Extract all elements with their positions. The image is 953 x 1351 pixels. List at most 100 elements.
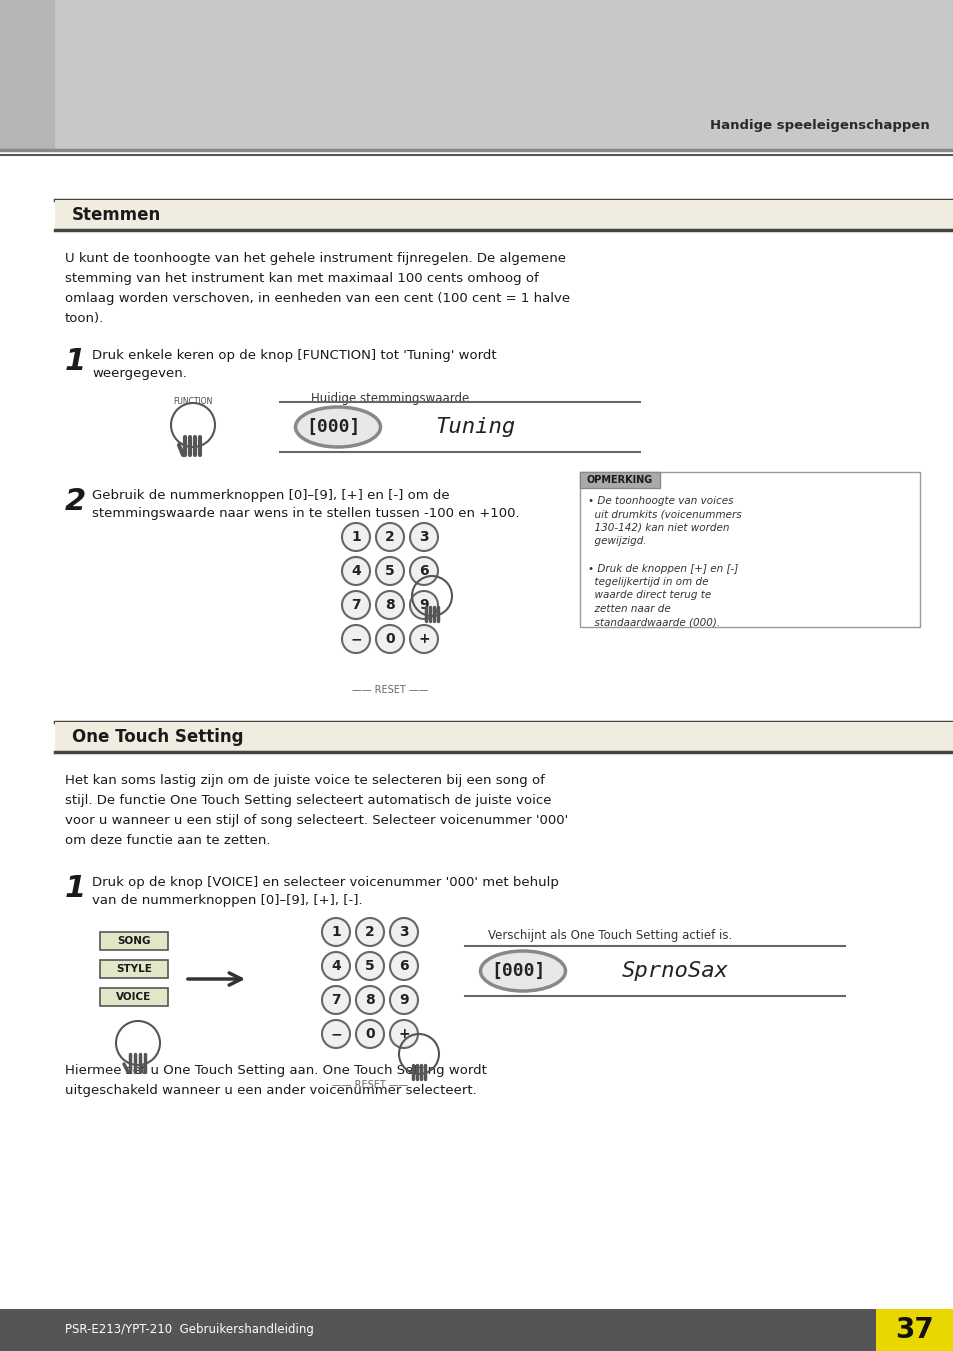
Circle shape xyxy=(322,1020,350,1048)
Text: PSR-E213/YPT-210  Gebruikershandleiding: PSR-E213/YPT-210 Gebruikershandleiding xyxy=(65,1324,314,1336)
Text: +: + xyxy=(417,632,430,646)
Text: 2: 2 xyxy=(365,925,375,939)
Circle shape xyxy=(355,1020,384,1048)
Text: 1: 1 xyxy=(331,925,340,939)
Text: 3: 3 xyxy=(398,925,409,939)
Text: SONG: SONG xyxy=(117,936,151,946)
Circle shape xyxy=(410,590,437,619)
Circle shape xyxy=(341,626,370,653)
Text: [000]: [000] xyxy=(490,962,544,979)
Text: van de nummerknoppen [0]–[9], [+], [-].: van de nummerknoppen [0]–[9], [+], [-]. xyxy=(91,894,362,907)
Text: 37: 37 xyxy=(895,1316,933,1344)
Text: Handige speeleigenschappen: Handige speeleigenschappen xyxy=(709,119,929,131)
Text: +: + xyxy=(397,1027,410,1042)
Text: −: − xyxy=(330,1027,341,1042)
Text: 1: 1 xyxy=(351,530,360,544)
Text: —— RESET ——: —— RESET —— xyxy=(352,685,428,694)
Text: 7: 7 xyxy=(351,598,360,612)
Circle shape xyxy=(322,952,350,979)
Circle shape xyxy=(390,952,417,979)
Bar xyxy=(0,1309,953,1351)
Text: 1: 1 xyxy=(65,347,86,376)
Text: 130-142) kan niet worden: 130-142) kan niet worden xyxy=(587,523,729,534)
Text: 4: 4 xyxy=(351,563,360,578)
Bar xyxy=(100,988,168,1006)
Circle shape xyxy=(410,523,437,551)
Text: zetten naar de: zetten naar de xyxy=(587,604,670,613)
Circle shape xyxy=(341,523,370,551)
Text: 6: 6 xyxy=(398,959,409,973)
Text: 2: 2 xyxy=(65,486,86,516)
Text: Het kan soms lastig zijn om de juiste voice te selecteren bij een song of
stijl.: Het kan soms lastig zijn om de juiste vo… xyxy=(65,774,568,847)
Text: Druk enkele keren op de knop [FUNCTION] tot 'Tuning' wordt: Druk enkele keren op de knop [FUNCTION] … xyxy=(91,349,497,362)
Bar xyxy=(0,0,953,150)
Text: • De toonhoogte van voices: • De toonhoogte van voices xyxy=(587,496,733,507)
Circle shape xyxy=(410,557,437,585)
Ellipse shape xyxy=(480,951,565,992)
Circle shape xyxy=(390,917,417,946)
Text: Druk op de knop [VOICE] en selecteer voicenummer '000' met behulp: Druk op de knop [VOICE] en selecteer voi… xyxy=(91,875,558,889)
Text: 0: 0 xyxy=(365,1027,375,1042)
Text: 4: 4 xyxy=(331,959,340,973)
Text: stemmingswaarde naar wens in te stellen tussen -100 en +100.: stemmingswaarde naar wens in te stellen … xyxy=(91,507,519,520)
Text: One Touch Setting: One Touch Setting xyxy=(71,728,243,746)
Circle shape xyxy=(322,986,350,1015)
Text: uit drumkits (voicenummers: uit drumkits (voicenummers xyxy=(587,509,740,520)
Text: VOICE: VOICE xyxy=(116,992,152,1002)
Circle shape xyxy=(390,986,417,1015)
Text: waarde direct terug te: waarde direct terug te xyxy=(587,590,711,600)
Bar xyxy=(0,0,55,150)
Bar xyxy=(875,1309,953,1351)
Text: 0: 0 xyxy=(385,632,395,646)
Text: Hiermee zet u One Touch Setting aan. One Touch Setting wordt
uitgeschakeld wanne: Hiermee zet u One Touch Setting aan. One… xyxy=(65,1065,486,1097)
Bar xyxy=(579,471,659,488)
Text: 1: 1 xyxy=(65,874,86,902)
Text: STYLE: STYLE xyxy=(116,965,152,974)
Text: • Druk de knoppen [+] en [-]: • Druk de knoppen [+] en [-] xyxy=(587,563,738,574)
Bar xyxy=(100,961,168,978)
Text: 9: 9 xyxy=(398,993,409,1006)
Ellipse shape xyxy=(295,407,380,447)
Circle shape xyxy=(375,523,403,551)
Text: tegelijkertijd in om de: tegelijkertijd in om de xyxy=(587,577,708,586)
Bar xyxy=(55,200,953,230)
Text: gewijzigd.: gewijzigd. xyxy=(587,536,646,547)
Text: FUNCTION: FUNCTION xyxy=(173,397,213,407)
Text: 5: 5 xyxy=(385,563,395,578)
Bar xyxy=(55,721,953,753)
Text: Huidige stemmingswaarde: Huidige stemmingswaarde xyxy=(311,392,469,405)
Text: Gebruik de nummerknoppen [0]–[9], [+] en [-] om de: Gebruik de nummerknoppen [0]–[9], [+] en… xyxy=(91,489,449,503)
Text: weergegeven.: weergegeven. xyxy=(91,367,187,380)
Text: 7: 7 xyxy=(331,993,340,1006)
Text: Verschijnt als One Touch Setting actief is.: Verschijnt als One Touch Setting actief … xyxy=(488,929,732,942)
Text: OPMERKING: OPMERKING xyxy=(586,476,653,485)
Circle shape xyxy=(355,952,384,979)
Text: [000]: [000] xyxy=(306,417,360,436)
Text: —— RESET ——: —— RESET —— xyxy=(332,1079,408,1090)
Text: 2: 2 xyxy=(385,530,395,544)
Circle shape xyxy=(390,1020,417,1048)
Text: 8: 8 xyxy=(365,993,375,1006)
Text: 6: 6 xyxy=(418,563,428,578)
Circle shape xyxy=(410,626,437,653)
Circle shape xyxy=(355,986,384,1015)
Text: Stemmen: Stemmen xyxy=(71,205,161,224)
Text: U kunt de toonhoogte van het gehele instrument fijnregelen. De algemene
stemming: U kunt de toonhoogte van het gehele inst… xyxy=(65,253,570,326)
Text: 9: 9 xyxy=(418,598,428,612)
Text: 3: 3 xyxy=(418,530,428,544)
Text: 8: 8 xyxy=(385,598,395,612)
Text: 5: 5 xyxy=(365,959,375,973)
Text: Tuning: Tuning xyxy=(435,417,515,436)
Circle shape xyxy=(375,590,403,619)
Bar xyxy=(100,932,168,950)
Text: −: − xyxy=(350,632,361,646)
Text: SprnoSax: SprnoSax xyxy=(620,961,728,981)
Bar xyxy=(579,471,919,627)
Circle shape xyxy=(341,590,370,619)
Circle shape xyxy=(341,557,370,585)
Circle shape xyxy=(322,917,350,946)
Circle shape xyxy=(355,917,384,946)
Circle shape xyxy=(375,626,403,653)
Text: standaardwaarde (000).: standaardwaarde (000). xyxy=(587,617,720,627)
Circle shape xyxy=(375,557,403,585)
